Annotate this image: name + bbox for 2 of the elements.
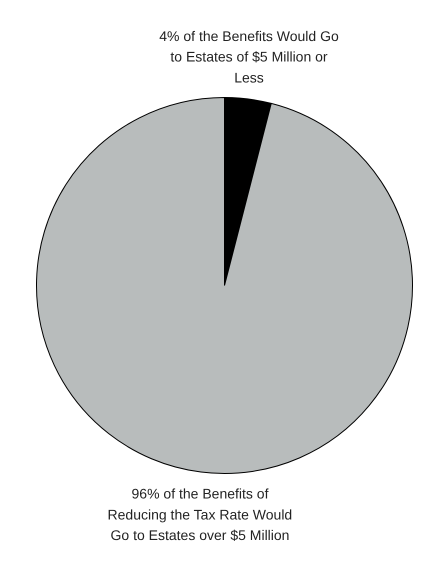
slice-label: 4% of the Benefits Would Go to Estates of $5 Million or Less: [159, 28, 339, 86]
slice-label: 96% of the Benefits of Reducing the Tax Rate Would Go to Estates over $5 Million: [108, 485, 292, 544]
